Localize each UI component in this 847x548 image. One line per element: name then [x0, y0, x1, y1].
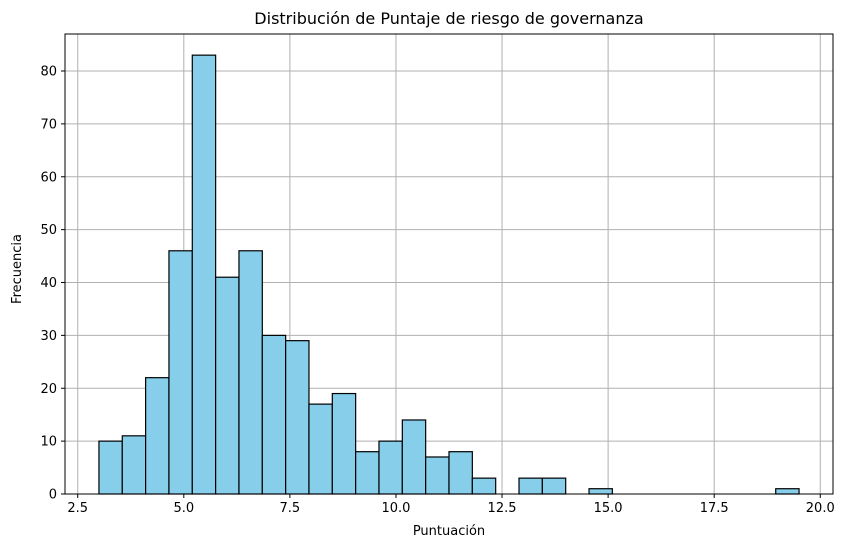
x-tick-label: 2.5	[67, 501, 88, 516]
x-tick-label: 15.0	[594, 501, 623, 516]
histogram-bar	[588, 488, 613, 495]
plot-area-frame	[64, 33, 834, 495]
histogram-bar	[541, 477, 567, 495]
x-axis-ticks: 2.5 5.0 7.5 10.0 12.5 15.0 17.5 20.0	[67, 494, 835, 516]
y-tick-label: 10	[40, 435, 57, 450]
histogram-bar	[285, 340, 310, 495]
y-tick-label: 20	[40, 382, 57, 397]
histogram-bar	[215, 276, 240, 495]
x-tick-label: 7.5	[280, 501, 301, 516]
histogram-bar	[775, 488, 800, 495]
histogram-bar	[471, 477, 497, 495]
histogram-bar	[121, 435, 147, 495]
y-tick-label: 80	[40, 65, 57, 80]
histogram-bar	[378, 440, 403, 495]
histogram-bar	[308, 403, 333, 495]
histogram-bar	[238, 250, 263, 495]
histogram-bar	[355, 451, 380, 495]
histogram-bar	[191, 54, 217, 495]
y-tick-label: 50	[40, 223, 57, 238]
y-axis-ticks: 0 10 20 30 40 50 60 70 80	[40, 65, 65, 503]
histogram-bar	[168, 250, 193, 495]
x-tick-label: 5.0	[173, 501, 194, 516]
histogram-bar	[448, 451, 473, 495]
histogram-bar	[145, 377, 170, 495]
histogram-bar	[401, 419, 427, 495]
histogram-bar	[261, 334, 287, 495]
histogram-bar	[98, 440, 123, 495]
y-tick-label: 60	[40, 170, 57, 185]
y-tick-label: 0	[49, 488, 57, 503]
y-tick-label: 30	[40, 329, 57, 344]
x-axis-label: Puntuación	[413, 524, 485, 539]
y-tick-label: 70	[40, 117, 57, 132]
histogram-bar	[518, 477, 543, 495]
chart-title: Distribución de Puntaje de riesgo de gov…	[254, 9, 643, 28]
x-tick-label: 20.0	[806, 501, 835, 516]
x-tick-label: 17.5	[700, 501, 729, 516]
x-tick-label: 10.0	[381, 501, 410, 516]
histogram-bar	[331, 392, 357, 495]
y-axis-label: Frecuencia	[10, 234, 25, 304]
x-tick-label: 12.5	[488, 501, 517, 516]
histogram-bar	[425, 456, 450, 495]
y-tick-label: 40	[40, 276, 57, 291]
